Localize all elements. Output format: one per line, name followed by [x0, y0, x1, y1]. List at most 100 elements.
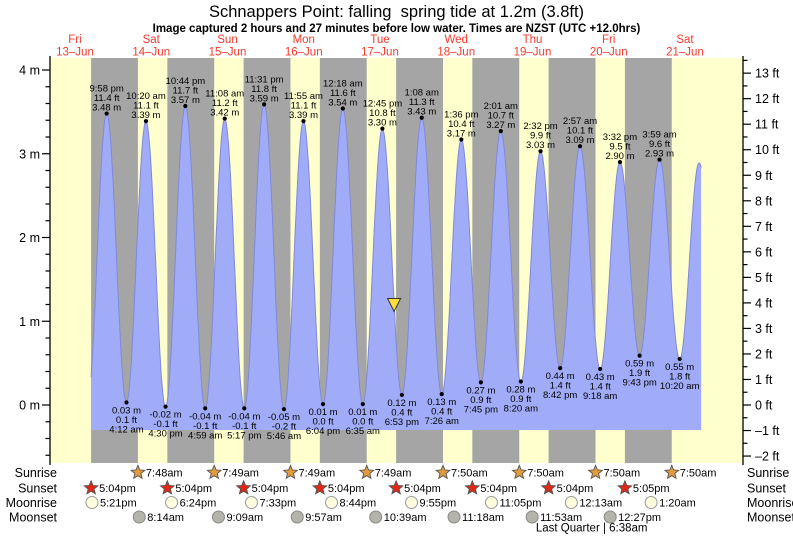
sunrise-time-label: 7:49am — [298, 468, 335, 480]
left-axis-label: 3 m — [19, 147, 40, 161]
high-tide-dot — [301, 118, 306, 124]
high-tide-label: 11:55 am 11.1 ft 3.39 m — [284, 91, 323, 121]
moonset-icon — [211, 510, 225, 524]
moonrise-time-label: 5:21pm — [100, 498, 137, 510]
high-tide-label: 11:31 pm 11.8 ft 3.59 m — [245, 74, 284, 104]
tide-area — [91, 104, 702, 430]
sunrise-icon — [129, 464, 146, 480]
day-date-label: 15–Jun — [209, 47, 247, 59]
low-tide-label: 0.55 m 1.8 ft 10:20 am — [660, 362, 700, 392]
high-tide-label: 2:32 pm 9.9 ft 3.03 m — [523, 121, 557, 151]
left-axis-label: 4 m — [19, 64, 40, 78]
low-tide-label: 0.59 m 1.9 ft 9:43 pm — [622, 359, 656, 389]
high-tide-label: 10:44 pm 11.7 ft 3.57 m — [166, 76, 206, 106]
sunset-icon — [159, 479, 176, 495]
sunrise-time-label: 7:49am — [222, 468, 259, 480]
sunrise-icon — [282, 464, 299, 480]
day-name-label: Tue — [370, 34, 389, 46]
low-tide-label: 0.27 m 0.9 ft 7:45 pm — [464, 385, 498, 415]
moon-phase-label: Last Quarter | 6:38am — [536, 523, 648, 535]
moonrise-time-label: 9:55pm — [420, 498, 457, 510]
low-tide-dot — [320, 402, 326, 407]
sunset-icon — [616, 479, 633, 495]
high-tide-dot — [617, 160, 623, 165]
footer-row-label-left: Moonrise — [6, 496, 57, 510]
day-name-label: Sat — [143, 34, 161, 46]
low-tide-label: 0.03 m 0.1 ft 4:12 am — [109, 405, 143, 435]
high-tide-label: 12:18 am 11.6 ft 3.54 m — [323, 79, 363, 109]
sunrise-icon — [663, 464, 680, 480]
day-date-label: 18–Jun — [437, 47, 475, 59]
high-tide-dot — [657, 157, 662, 162]
right-axis-label: 3 ft — [755, 322, 773, 336]
sunset-time-label: 5:04pm — [404, 483, 441, 495]
high-tide-dot — [340, 106, 345, 111]
moonrise-icon — [405, 496, 419, 509]
moonset-time-label: 9:57am — [305, 512, 342, 524]
right-axis-label: 0 ft — [755, 399, 773, 413]
low-tide-label: 0.28 m 0.9 ft 8:20 am — [504, 385, 538, 415]
left-axis-label: 2 m — [19, 231, 40, 245]
high-tide-dot — [498, 129, 503, 134]
high-tide-label: 12:45 pm 10.8 ft 3.30 m — [363, 99, 403, 129]
moonrise-icon — [244, 496, 258, 509]
high-tide-label: 9:58 pm 11.4 ft 3.48 m — [90, 84, 124, 114]
high-tide-dot — [459, 137, 464, 142]
right-axis-label: 6 ft — [755, 245, 773, 259]
sunset-time-label: 5:04pm — [557, 483, 594, 495]
sunset-icon — [388, 479, 405, 495]
high-tide-label: 1:08 am 11.3 ft 3.43 m — [405, 88, 439, 118]
day-name-label: Thu — [523, 34, 543, 46]
footer-row-label-right: Sunrise — [747, 466, 789, 480]
sunset-icon — [540, 479, 557, 495]
low-tide-label: 0.13 m 0.4 ft 7:26 am — [425, 397, 459, 427]
moonset-icon — [525, 510, 539, 524]
day-name-label: Mon — [293, 34, 315, 46]
right-axis-label: 11 ft — [755, 118, 779, 132]
low-tide-dot — [637, 353, 642, 358]
moonrise-icon — [165, 496, 179, 509]
right-axis-label: 5 ft — [755, 271, 773, 285]
low-tide-label: 0.01 m 0.0 ft 6:04 pm — [306, 407, 340, 437]
low-tide-dot — [399, 392, 404, 398]
sunrise-icon — [358, 464, 375, 480]
sunset-icon — [83, 479, 100, 495]
day-date-label: 20–Jun — [590, 47, 628, 59]
moonset-icon — [132, 510, 146, 524]
moonset-time-label: 10:39am — [384, 512, 427, 524]
high-tide-label: 11:08 am 11.2 ft 3.42 m — [205, 89, 244, 119]
high-tide-label: 3:32 pm 9.5 ft 2.90 m — [603, 132, 637, 162]
sunset-time-label: 5:04pm — [328, 483, 365, 495]
right-axis-label: 10 ft — [755, 143, 780, 157]
sunrise-time-label: 7:50am — [604, 468, 641, 480]
low-tide-label: -0.02 m -0.1 ft 4:30 pm — [148, 410, 182, 440]
left-axis-label: 0 m — [19, 399, 40, 413]
low-tide-label: -0.04 m -0.1 ft 4:59 am — [188, 411, 222, 441]
low-tide-dot — [203, 406, 208, 411]
right-axis-label: 7 ft — [755, 220, 773, 234]
moonrise-time-label: 1:20am — [659, 498, 696, 510]
moonrise-time-label: 7:33pm — [259, 498, 296, 510]
low-tide-label: 0.01 m 0.0 ft 6:35 am — [346, 407, 380, 437]
low-tide-label: 0.12 m 0.4 ft 6:53 pm — [385, 398, 419, 428]
sunrise-time-label: 7:50am — [680, 468, 717, 480]
high-tide-label: 10:20 am 11.1 ft 3.39 m — [126, 91, 166, 121]
moonrise-time-label: 11:05pm — [499, 498, 541, 510]
footer-row-label-left: Moonset — [9, 511, 57, 525]
low-tide-dot — [439, 392, 444, 397]
right-axis-label: –1 ft — [755, 424, 780, 438]
sunrise-icon — [511, 464, 528, 480]
moonset-icon — [447, 510, 461, 524]
moonrise-time-label: 8:44pm — [339, 498, 376, 510]
sunset-time-label: 5:05pm — [633, 483, 670, 495]
day-date-label: 21–Jun — [666, 47, 704, 59]
right-axis-label: 8 ft — [755, 194, 773, 208]
low-tide-dot — [677, 356, 682, 362]
moonset-icon — [290, 510, 304, 524]
sunset-time-label: 5:04pm — [252, 483, 289, 495]
right-axis-label: 13 ft — [755, 67, 780, 81]
footer-row-label-right: Moonset — [747, 511, 793, 525]
high-tide-dot — [183, 103, 188, 109]
low-tide-dot — [124, 400, 129, 405]
